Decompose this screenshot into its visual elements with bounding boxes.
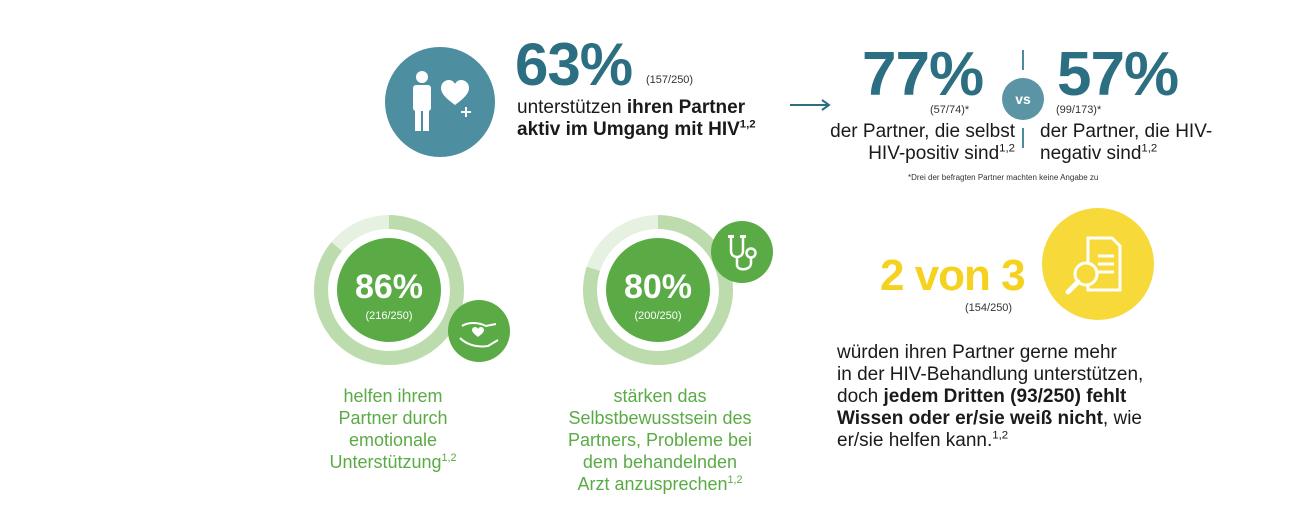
desc-bold: Wissen oder er/sie weiß nicht (837, 408, 1103, 429)
left-sup: 1,2 (999, 142, 1015, 155)
left-percentage: 77% (862, 40, 984, 109)
right-percentage: 57% (1057, 40, 1179, 109)
left-line1: der Partner, die selbst (830, 121, 1015, 142)
main-text-bold2: aktiv im Umgang mit HIV (517, 119, 740, 140)
divider-top (1022, 50, 1024, 70)
main-sup: 1,2 (739, 118, 756, 131)
ring2-label-line: Partners, Probleme bei (567, 430, 753, 450)
ring2-sup: 1,2 (727, 474, 743, 486)
vs-badge: vs (1002, 78, 1044, 120)
left-line2: HIV-positiv sind (868, 143, 1000, 164)
desc-line: er/sie helfen kann. (837, 430, 993, 451)
hands-heart-icon (448, 300, 510, 362)
ring-emotional-support (313, 214, 465, 366)
ring-progress-arc (583, 215, 733, 365)
ring1-label-line: helfen ihrem (343, 386, 443, 406)
divider-bottom (1022, 128, 1024, 148)
two-of-three-description: würden ihren Partner gerne mehr in der H… (837, 342, 1177, 452)
ring2-label: stärken das Selbstbewusstsein des Partne… (540, 385, 780, 495)
desc-plain: , wie (1102, 408, 1142, 429)
ring1-label-line: Partner durch (338, 408, 448, 428)
ring1-label-line: Unterstützung (329, 452, 442, 472)
right-line2: negativ sind (1040, 143, 1142, 164)
footnote: *Drei der befragten Partner machten kein… (908, 173, 1099, 182)
person-heart-plus-icon (385, 47, 495, 157)
desc-sup: 1,2 (992, 429, 1009, 442)
ring1-sup: 1,2 (441, 452, 457, 464)
right-count: (99/173)* (1056, 104, 1102, 116)
right-sup: 1,2 (1141, 142, 1158, 155)
ring1-label: helfen ihrem Partner durch emotionale Un… (293, 385, 493, 473)
desc-bold: jedem Dritten (93/250) fehlt (883, 386, 1127, 407)
ring2-count: (200/250) (634, 310, 682, 322)
ring-self-confidence (582, 214, 734, 366)
ring1-percentage: 86% (354, 268, 424, 306)
desc-plain: doch (837, 386, 884, 407)
left-description: der Partner, die selbst HIV-positiv sind… (800, 121, 1015, 165)
ring-progress-arc (314, 215, 464, 365)
main-text-bold1: ihren Partner (626, 97, 746, 118)
ring2-label-line: stärken das (613, 386, 707, 406)
desc-line: in der HIV-Behandlung unterstützen, (837, 364, 1144, 385)
main-text-plain: unterstützen (517, 97, 627, 118)
ring2-label-line: dem behandelnden (582, 452, 738, 472)
desc-line: würden ihren Partner gerne mehr (837, 342, 1117, 363)
ring1-count: (216/250) (365, 310, 413, 322)
arrow-right-icon (790, 98, 832, 112)
main-description: unterstützen ihren Partner aktiv im Umga… (517, 97, 797, 141)
document-search-icon (1042, 208, 1154, 320)
two-of-three-headline: 2 von 3 (880, 251, 1026, 300)
ring2-label-line: Selbstbewusstsein des (568, 408, 752, 428)
main-percentage: 63% (515, 31, 633, 98)
ring1-label-line: emotionale (348, 430, 438, 450)
two-of-three-count: (154/250) (965, 302, 1013, 314)
right-line1: der Partner, die HIV- (1040, 121, 1213, 142)
stethoscope-icon (711, 221, 773, 283)
main-count: (157/250) (646, 74, 694, 86)
right-description: der Partner, die HIV- negativ sind1,2 (1040, 121, 1260, 165)
ring2-percentage: 80% (623, 268, 693, 306)
ring2-label-line: Arzt anzusprechen (577, 474, 728, 494)
left-count: (57/74)* (930, 104, 970, 116)
